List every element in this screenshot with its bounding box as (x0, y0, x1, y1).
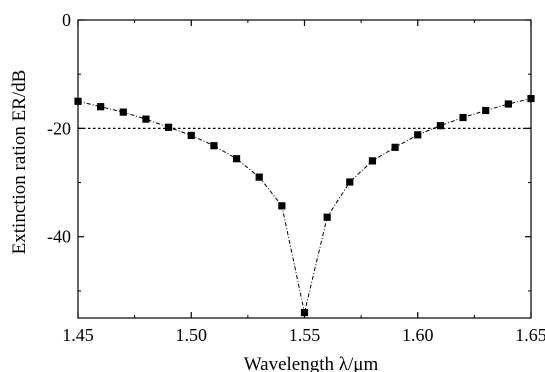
data-point (187, 131, 195, 140)
ticks-layer: 1.45 1.50 1.55 1.60 1.65 0 -20 -40 (47, 10, 545, 345)
plot-frame (77, 19, 532, 319)
data-point (414, 131, 422, 139)
data-point (459, 113, 467, 122)
x-tick-label: 1.50 (176, 325, 208, 345)
data-point (97, 103, 105, 111)
y-tick-label: -20 (47, 118, 71, 138)
series-line (77, 98, 532, 313)
axes-layer (77, 19, 532, 319)
data-point (323, 213, 331, 221)
data-point (142, 115, 150, 123)
data-point (504, 100, 512, 108)
data-point (232, 155, 241, 163)
x-tick-label: 1.60 (402, 325, 434, 345)
x-tick-label: 1.65 (515, 325, 545, 345)
data-point (119, 108, 127, 116)
y-tick-label: 0 (62, 10, 71, 30)
data-point (482, 106, 490, 115)
y-axis-label: Extinction ration ER/dB (9, 70, 30, 255)
data-point (368, 157, 377, 165)
data-point (346, 178, 354, 186)
data-point (436, 122, 444, 130)
data-point (210, 142, 218, 150)
x-tick-label: 1.45 (62, 325, 94, 345)
data-point (255, 173, 263, 181)
x-tick-label: 1.55 (289, 325, 321, 345)
data-point (165, 123, 173, 131)
data-point (278, 202, 286, 210)
y-tick-label: -40 (47, 227, 71, 247)
x-axis-label: Wavelength λ/μm (244, 354, 379, 372)
data-point (391, 143, 399, 151)
